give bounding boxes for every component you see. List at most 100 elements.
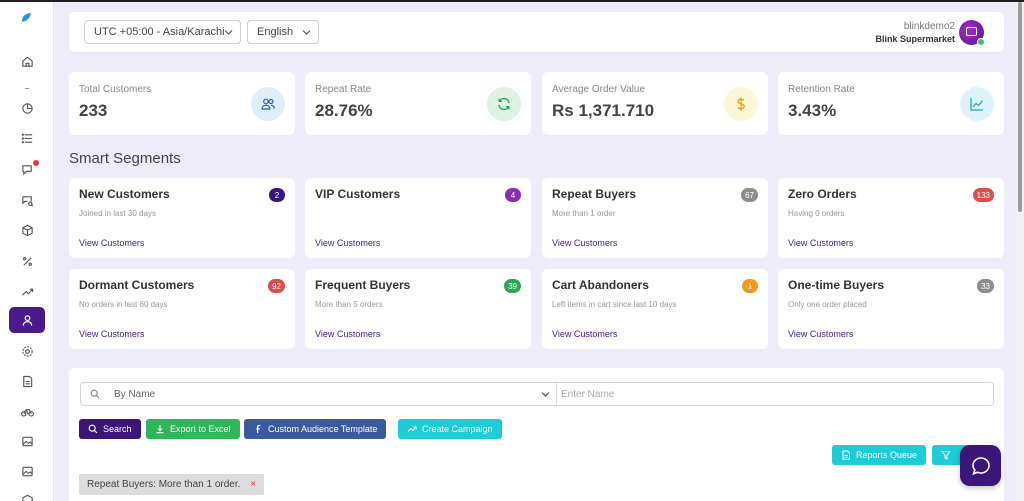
custom-audience-button[interactable]: Custom Audience Template [244,419,387,439]
topbar: UTC +05:00 - Asia/Karachi English blinkd… [69,12,1004,52]
active-filter-label: Repeat Buyers: More than 1 order. [87,479,241,490]
reports-queue-label: Reports Queue [856,450,918,460]
stat-label: Average Order Value [552,84,646,95]
stat-value: Rs 1,371.710 [552,101,655,120]
pie-chart-icon[interactable] [16,97,38,119]
search-button[interactable]: Search [79,419,141,439]
view-customers-link[interactable]: View Customers [788,329,854,339]
segment-description: No orders in last 60 days [79,300,168,309]
segment-description: Only one order placed [788,300,867,309]
chevron-down-icon [224,30,233,35]
create-campaign-button[interactable]: Create Campaign [398,419,502,439]
chat-notification-icon[interactable] [16,158,38,180]
timezone-select[interactable]: UTC +05:00 - Asia/Karachi [84,20,241,44]
scrollbar-thumb[interactable] [1018,2,1022,212]
image-icon[interactable] [16,460,38,482]
bike-icon[interactable] [16,400,38,422]
filter-panel: By Name Search Export to Excel Custom Au… [69,368,1004,501]
view-customers-link[interactable]: View Customers [788,238,854,248]
view-customers-link[interactable]: View Customers [552,238,618,248]
facebook-icon [256,424,261,433]
segment-description: Joined in last 30 days [79,209,156,218]
active-filter-chip: Repeat Buyers: More than 1 order. × [79,474,265,495]
timezone-value: UTC +05:00 - Asia/Karachi [94,26,225,38]
segment-title: Frequent Buyers [315,278,411,292]
segment-count-badge: 92 [268,279,285,293]
segment-description: Having 0 orders [788,209,845,218]
search-bar: By Name [80,382,994,406]
segment-title: New Customers [79,187,170,201]
segment-card: New Customers 2 Joined in last 30 days View… [69,178,295,258]
user-organization: Blink Supermarket [875,34,955,44]
segment-count-badge: 33 [977,279,994,293]
cube-icon[interactable] [16,489,38,501]
stat-value: 233 [79,101,108,120]
name-search-input[interactable] [561,386,981,402]
refresh-icon [487,87,521,121]
stat-card: Average Order Value Rs 1,371.710 [542,72,768,135]
reports-queue-button[interactable]: Reports Queue [832,445,927,465]
chevron-down-icon[interactable] [541,391,550,398]
segment-title: One-time Buyers [788,278,885,292]
user-icon[interactable] [9,307,45,333]
segment-title: VIP Customers [315,187,401,201]
trending-up-icon [407,426,417,432]
search-chat-icon[interactable] [16,189,38,211]
close-icon[interactable]: × [250,479,257,490]
document-icon[interactable] [16,370,38,392]
view-customers-link[interactable]: View Customers [79,238,145,248]
search-divider [556,383,557,405]
percent-icon[interactable] [16,250,38,272]
chat-widget-button[interactable] [960,445,1001,486]
gear-icon[interactable] [16,340,38,362]
segment-description: Left items in cart since last 10 days [552,300,677,309]
segment-count-badge: 2 [269,188,285,202]
avatar[interactable] [959,20,985,46]
create-campaign-label: Create Campaign [422,424,493,434]
document-icon [842,450,850,460]
trending-up-icon[interactable] [16,280,38,302]
box-icon[interactable] [16,219,38,241]
stat-card: Repeat Rate 28.76% [305,72,531,135]
stat-value: 28.76% [315,101,373,120]
segment-title: Repeat Buyers [552,187,637,201]
export-excel-button[interactable]: Export to Excel [146,419,240,439]
view-customers-link[interactable]: View Customers [315,329,381,339]
brand-logo-icon[interactable] [19,11,33,25]
view-customers-link[interactable]: View Customers [315,238,381,248]
filter-icon [941,451,951,460]
segment-title: Zero Orders [788,187,857,201]
segment-description: More than 5 orders [315,300,383,309]
language-value: English [257,26,294,38]
segment-count-badge: 1 [742,279,758,293]
search-icon [90,389,100,399]
language-select[interactable]: English [247,20,319,44]
view-customers-link[interactable]: View Customers [552,329,618,339]
segment-count-badge: 4 [505,188,521,202]
list-icon[interactable] [16,127,38,149]
search-icon [88,424,98,434]
chart-line-icon [960,87,994,121]
sidebar-divider [25,88,29,89]
chevron-down-icon [302,30,311,35]
search-by-select[interactable]: By Name [114,389,156,400]
stat-label: Repeat Rate [315,84,372,95]
download-icon [156,425,164,434]
scrollbar[interactable] [1016,2,1024,501]
segment-count-badge: 133 [972,188,994,202]
online-status-dot [977,38,985,46]
segment-card: Cart Abandoners 1 Left items in cart since… [542,269,768,349]
avatar-store-icon [966,27,977,36]
home-icon[interactable] [16,50,38,72]
segment-card: Frequent Buyers 39 More than 5 orders View … [305,269,531,349]
notification-dot [33,160,39,166]
segment-card: One-time Buyers 33 Only one order placed Vi… [778,269,1004,349]
view-customers-link[interactable]: View Customers [79,329,145,339]
image-icon[interactable] [16,430,38,452]
segment-count-badge: 67 [741,188,758,202]
section-title: Smart Segments [69,150,181,167]
segment-title: Cart Abandoners [552,278,649,292]
stat-card: Total Customers 233 [69,72,295,135]
users-icon [251,87,285,121]
